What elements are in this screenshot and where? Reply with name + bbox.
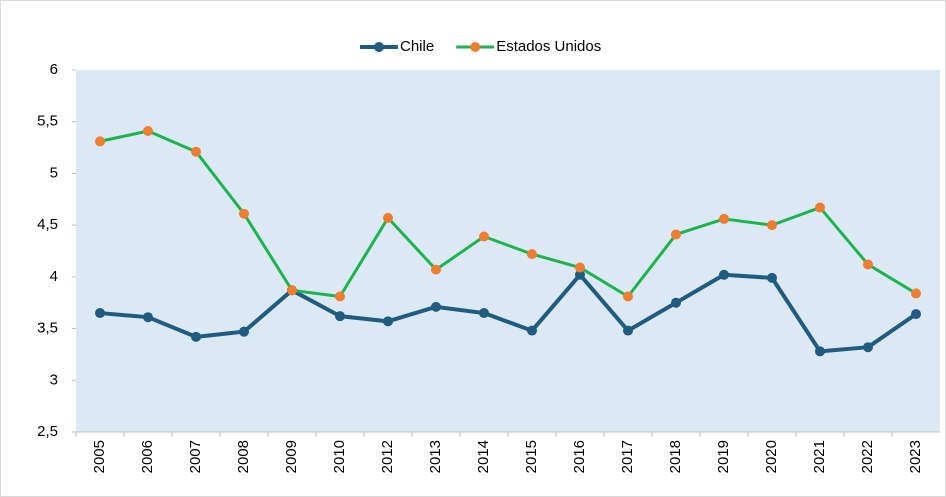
x-tick-label: 2022 — [859, 440, 876, 473]
data-point — [191, 146, 201, 157]
data-point — [383, 316, 393, 327]
x-tick-label: 2021 — [811, 440, 828, 473]
data-point — [671, 297, 681, 308]
x-tick-label: 2015 — [523, 440, 540, 473]
plot-area — [76, 70, 940, 432]
series-line — [99, 129, 917, 299]
data-point — [527, 325, 537, 336]
data-point — [479, 231, 489, 242]
data-point — [575, 262, 585, 273]
data-point — [95, 136, 105, 147]
y-tick-label: 5,5 — [37, 113, 58, 130]
data-point — [95, 308, 105, 319]
y-tick-label: 2,5 — [37, 423, 58, 440]
data-point — [815, 346, 825, 357]
data-point — [335, 311, 345, 322]
data-point — [863, 342, 873, 353]
data-point — [383, 212, 393, 223]
data-point — [623, 291, 633, 302]
x-tick-label: 2013 — [427, 440, 444, 473]
legend-label: Chile — [400, 38, 434, 55]
data-point — [335, 291, 345, 302]
x-tick-label: 2019 — [715, 440, 732, 473]
data-point — [527, 249, 537, 260]
data-point — [143, 312, 153, 323]
data-point — [239, 326, 249, 337]
x-tick-label: 2012 — [379, 440, 396, 473]
x-tick-label: 2018 — [667, 440, 684, 473]
data-point — [287, 285, 297, 296]
data-point — [719, 269, 729, 280]
y-tick-label: 3 — [50, 371, 58, 388]
x-tick-label: 2016 — [571, 440, 588, 473]
x-tick-label: 2009 — [283, 440, 300, 473]
y-tick-label: 3,5 — [37, 320, 58, 337]
x-tick-label: 2007 — [187, 440, 204, 473]
data-point — [863, 259, 873, 270]
data-point — [431, 264, 441, 275]
x-tick-label: 2005 — [91, 440, 108, 473]
data-point — [767, 272, 777, 283]
legend-marker — [374, 42, 384, 52]
x-tick-label: 2023 — [907, 440, 924, 473]
legend-label: Estados Unidos — [496, 38, 601, 55]
data-point — [431, 301, 441, 312]
data-point — [671, 229, 681, 240]
data-point — [143, 126, 153, 137]
series-line — [99, 272, 918, 354]
data-point — [719, 213, 729, 224]
data-point — [815, 202, 825, 213]
data-point — [479, 308, 489, 319]
data-point — [911, 309, 921, 320]
x-tick-label: 2017 — [619, 440, 636, 473]
data-point — [911, 288, 921, 299]
legend-marker — [470, 42, 481, 52]
data-point — [767, 220, 777, 231]
x-tick-label: 2006 — [139, 440, 156, 473]
y-tick-label: 4,5 — [37, 216, 58, 233]
data-point — [575, 269, 585, 280]
x-tick-label: 2008 — [235, 440, 252, 473]
data-point — [623, 325, 633, 336]
x-tick-label: 2014 — [475, 440, 492, 473]
data-point — [191, 331, 201, 342]
x-tick-label: 2020 — [763, 440, 780, 473]
data-point — [239, 208, 249, 219]
y-tick-label: 4 — [50, 268, 58, 285]
x-tick-label: 2010 — [331, 440, 348, 473]
y-tick-label: 5 — [50, 164, 58, 181]
y-tick-label: 6 — [50, 61, 58, 78]
